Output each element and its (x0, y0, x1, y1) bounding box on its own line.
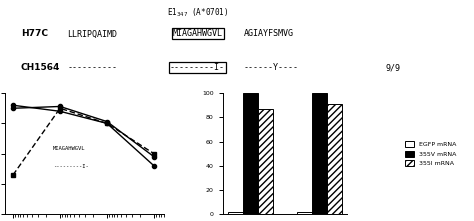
Bar (311, 93, 327, 214)
Bar (327, 104, 342, 214)
Text: H77C: H77C (21, 29, 48, 38)
Text: 9/9: 9/9 (386, 63, 401, 72)
Text: ---------I-: ---------I- (53, 164, 89, 169)
Legend: EGFP mRNA, 355V mRNA, 355I mRNA: EGFP mRNA, 355V mRNA, 355I mRNA (405, 141, 456, 166)
Bar (228, 212, 243, 214)
Text: AGIAYFSMVG: AGIAYFSMVG (244, 29, 294, 38)
Text: MIAGAHWGVL: MIAGAHWGVL (53, 146, 85, 151)
Text: ------Y----: ------Y---- (244, 63, 299, 72)
Text: ---------I-: ---------I- (170, 63, 225, 72)
Text: MIAGAHWGVL: MIAGAHWGVL (173, 29, 222, 38)
Bar (297, 212, 311, 214)
Text: CH1564: CH1564 (21, 63, 60, 72)
Bar (243, 93, 258, 214)
Bar (258, 109, 273, 214)
Text: ----------: ---------- (67, 63, 118, 72)
Text: E1$_{347}$ (A*0701): E1$_{347}$ (A*0701) (167, 7, 228, 19)
Text: LLRIPQAIMD: LLRIPQAIMD (67, 29, 118, 38)
